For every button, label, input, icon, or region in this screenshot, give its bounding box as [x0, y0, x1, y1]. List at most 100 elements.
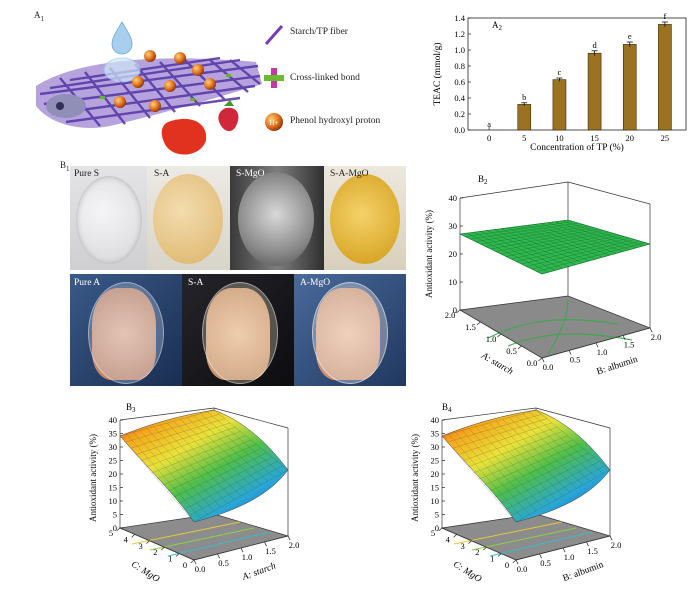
mesh-line	[494, 452, 589, 498]
z-tick-label: 10	[431, 496, 440, 506]
z-tick-label: 25	[431, 456, 440, 466]
mesh-line	[510, 465, 605, 516]
axis-tick	[190, 559, 195, 564]
z-tick-label: 25	[109, 456, 118, 466]
axis-tick-label: 0.0	[517, 564, 528, 574]
z-tick-label: 15	[431, 483, 440, 493]
axis-tick	[586, 541, 589, 547]
y-tick-label: 1.0	[454, 45, 465, 55]
axis-tick	[476, 321, 481, 326]
axis-tick-label: 4	[124, 534, 129, 544]
axis-tick-label: 0.5	[218, 558, 229, 568]
axis2-label: B: albumin	[596, 355, 640, 378]
fiber-legend-icon	[264, 25, 284, 45]
axis-tick-label: 1.0	[564, 552, 575, 562]
y-tick-label: 0.6	[454, 77, 465, 87]
z-tick-label: 20	[109, 469, 118, 479]
mesh-line	[540, 223, 624, 252]
mesh-line	[520, 225, 603, 258]
mesh-line	[554, 221, 637, 248]
axis-tick	[595, 342, 599, 348]
film-pure-s	[70, 166, 147, 270]
axis-tick-label: 1	[490, 554, 494, 564]
x-tick-label: 5	[522, 133, 526, 143]
axis-tick-label: 2.0	[611, 540, 622, 550]
mesh-line	[188, 465, 283, 516]
z-axis-label: Antioxidant activity (%)	[410, 434, 420, 522]
axis-tick-label: 1.0	[597, 347, 608, 357]
significance-letter: a	[487, 119, 491, 129]
strawberry-icon	[218, 107, 239, 132]
z-axis-ticks: 0 5 10 15 20 25 30 35 40	[109, 415, 123, 533]
axis-tick	[240, 547, 244, 553]
axis-tick	[146, 540, 150, 544]
axis-tick	[609, 535, 613, 541]
mesh-line	[535, 409, 611, 471]
film-s-a	[147, 166, 230, 270]
z-tick-label: 0	[453, 305, 457, 315]
film-label-s-a: S-A	[154, 169, 170, 179]
film-label-pure-s: Pure S	[74, 169, 100, 179]
mesh-line	[173, 421, 248, 493]
surface-mesh	[459, 219, 651, 275]
surface-mesh	[119, 409, 289, 523]
film-a-mgo	[294, 274, 406, 386]
z-tick-label: 20	[431, 469, 440, 479]
axis1-ticks: 0 1 2 34 5	[431, 527, 517, 570]
axis2-ticks: 0.0 0.5 1.0 1.5 2.0	[193, 535, 299, 574]
film-pure-a	[70, 274, 182, 386]
bar-series: a b c d e f	[487, 11, 672, 131]
axis-tick	[517, 345, 522, 350]
mesh-line	[500, 231, 610, 255]
axis-tick-label: 2	[153, 547, 157, 557]
x-tick-label: 10	[555, 133, 564, 143]
z-tick-label: 0	[113, 523, 117, 533]
axis-tick	[264, 541, 267, 547]
mesh-line	[193, 469, 289, 523]
x-tick-label: 0	[487, 133, 491, 143]
tomato-icon	[161, 118, 207, 155]
axis-tick-label: 0	[183, 560, 187, 570]
mesh-line	[541, 243, 651, 275]
mesh-line	[178, 457, 273, 504]
z-axis-ticks: 0 5 10 15 20 25 30 35 40	[431, 415, 445, 533]
z-axis-label: Antioxidant activity (%)	[424, 210, 434, 298]
film-photo-row-1: Pure S S-A S-MgO S-A-MgO	[70, 166, 406, 270]
surface-mesh	[441, 409, 611, 523]
fiber-strands	[39, 56, 261, 127]
z-axis-label: Antioxidant activity (%)	[88, 434, 98, 522]
axis-tick-label: 0.5	[506, 346, 517, 356]
axis-tick	[515, 559, 519, 565]
mesh-line	[527, 225, 610, 256]
surface-plot-b2: B2 0 10 20 30 40 0.0 0.5 1.0 1.5 2.0 0.0 0.5 1.0 1.…	[424, 174, 662, 378]
y-tick-label: 0.8	[454, 61, 465, 71]
x-axis-ticks: 0 5 10 15 20 25	[487, 127, 669, 143]
axis-tick-label: 0.5	[540, 558, 551, 568]
axis-tick-label: 3	[460, 541, 464, 551]
axis-tick	[568, 350, 572, 355]
mesh-line	[180, 419, 255, 489]
axis-tick-label: 1.5	[624, 340, 635, 350]
z-tick-label: 30	[449, 221, 458, 231]
axis-tick-label: 2.0	[651, 332, 662, 342]
axis1-ticks: 0 1 2 34 5	[109, 527, 195, 570]
mesh-line	[509, 417, 584, 485]
axis-tick	[483, 546, 487, 551]
film-label-pure-a: Pure A	[74, 278, 101, 288]
mesh-line	[511, 234, 620, 260]
significance-letter: e	[628, 31, 632, 41]
response-surface	[441, 409, 611, 523]
z-tick-label: 35	[431, 429, 440, 439]
significance-letter: c	[558, 67, 562, 77]
panel-label-a1: A1	[34, 10, 44, 23]
film-s-a-mgo	[324, 166, 406, 270]
contour-lines	[453, 521, 593, 557]
mesh-line	[547, 222, 630, 250]
axis-tick	[512, 559, 517, 564]
z-tick-label: 10	[109, 496, 118, 506]
z-tick-label: 30	[431, 442, 440, 452]
fiber-network-illustration	[36, 21, 262, 155]
axis2-label: B: albumin	[562, 560, 606, 584]
contour-floor	[440, 513, 612, 561]
